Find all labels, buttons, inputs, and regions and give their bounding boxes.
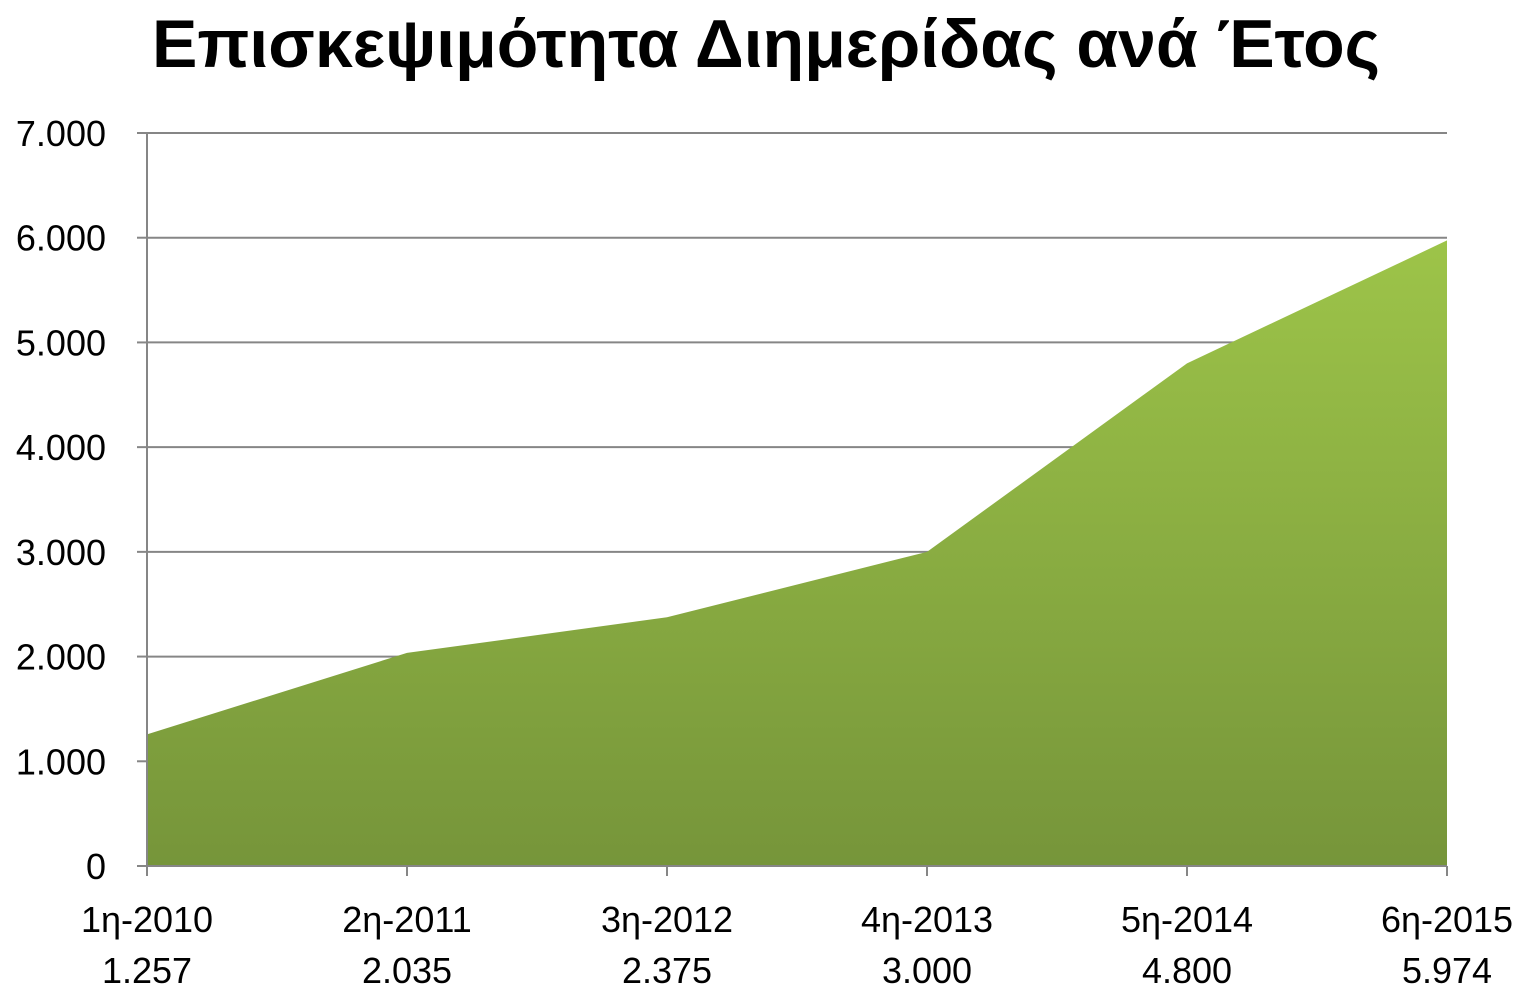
x-tick-label: 5η-2014 [1121,899,1253,940]
x-tick-value-label: 1.257 [102,950,192,991]
y-axis-tick-labels: 0 1.000 2.000 3.000 4.000 5.000 6.000 7.000 [16,113,106,887]
y-tick-label: 5.000 [16,322,106,363]
y-tick-label: 3.000 [16,532,106,573]
x-tick-value-label: 2.375 [622,950,712,991]
x-tick-label: 4η-2013 [861,899,993,940]
x-tick-value-label: 3.000 [882,950,972,991]
x-tick-value-label: 5.974 [1402,950,1492,991]
y-tick-label: 7.000 [16,113,106,154]
area-series [146,240,1448,866]
x-tick-value-label: 4.800 [1142,950,1232,991]
y-tick-label: 4.000 [16,427,106,468]
y-tick-label: 6.000 [16,218,106,259]
chart-title: Επισκεψιμότητα Διημερίδας ανά Έτος [151,6,1381,82]
area-fill [147,240,1447,866]
x-tick-label: 3η-2012 [601,899,733,940]
x-tick-label: 1η-2010 [81,899,213,940]
x-tick-value-label: 2.035 [362,950,452,991]
y-tick-label: 0 [86,846,106,887]
x-tick-label: 6η-2015 [1381,899,1513,940]
x-tick-label: 2η-2011 [342,899,471,940]
y-tick-label: 1.000 [16,741,106,782]
x-axis-tick-labels: 1η-2010 1.257 2η-2011 2.035 3η-2012 2.375 4η-2… [81,899,1513,991]
axes [137,132,1448,876]
y-tick-label: 2.000 [16,637,106,678]
